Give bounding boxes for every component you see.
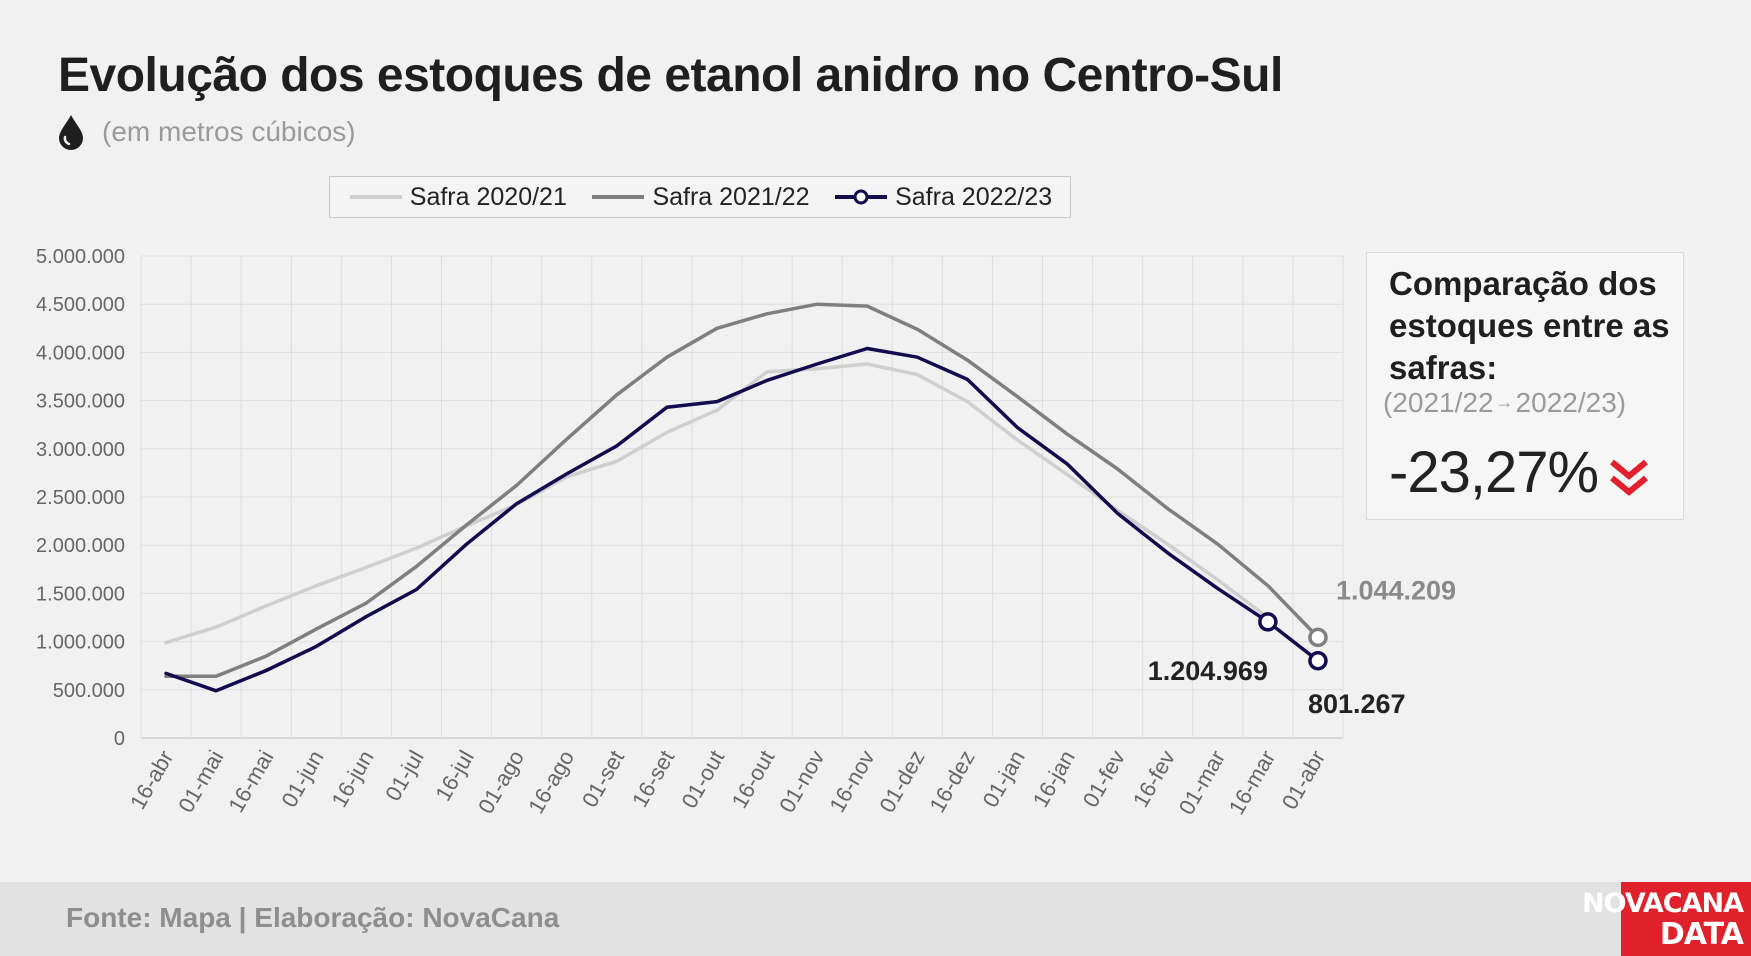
y-tick-label: 5.000.000 [36,246,125,268]
x-tick-label: 16-mai [223,746,278,817]
series-line [164,346,1320,693]
legend-item-2020-21: Safra 2020/21 [348,183,567,212]
legend-item-2022-23: Safra 2022/23 [833,183,1052,212]
brand-line2: DATA [1659,917,1744,952]
x-tick-label: 01-mai [173,746,228,817]
x-tick-label: 01-fev [1078,746,1130,811]
source-text: Fonte: Mapa | Elaboração: NovaCana [66,902,560,933]
brand-line1: NOVACANA [1582,888,1744,919]
comparison-value-row: -23,27% [1389,439,1650,506]
legend-swatch-2020-21 [349,195,402,199]
legend-label: Safra 2020/21 [409,182,567,211]
comparison-title: Comparação dos estoques entre as safras: [1389,265,1670,386]
x-tick-label: 16-jan [1028,746,1080,811]
footer: Fonte: Mapa | Elaboração: NovaCana [0,882,1751,956]
x-tick-label: 16-out [727,746,780,813]
y-tick-label: 3.500.000 [36,391,125,413]
data-point-marker [1308,651,1328,671]
period-to: 2022/23) [1515,387,1627,418]
x-tick-label: 16-jun [326,746,378,811]
series-line [164,362,1270,645]
legend-swatch-2022-23 [835,189,888,205]
period-from: (2021/22 [1383,387,1494,418]
comparison-value: -23,27% [1389,440,1599,505]
data-label: 1.044.209 [1336,575,1456,605]
y-tick-label: 0 [114,728,125,750]
x-tick-label: 16-fev [1128,746,1180,811]
legend-label: Safra 2021/22 [652,182,810,211]
y-tick-label: 2.000.000 [36,535,125,557]
comparison-period: (2021/22 →2022/23) [1383,387,1626,419]
legend-label: Safra 2022/23 [895,182,1053,211]
x-tick-label: 16-abr [125,746,178,814]
y-tick-label: 1.500.000 [36,583,125,605]
arrow-right-icon: → [1495,392,1514,412]
legend-item-2021-22: Safra 2021/22 [590,182,810,212]
y-tick-label: 500.000 [53,680,125,702]
x-tick-label: 16-nov [824,746,879,817]
y-tick-label: 2.500.000 [36,487,125,509]
x-tick-label: 01-ago [473,746,529,818]
x-tick-label: 01-nov [774,746,829,817]
data-label: 801.267 [1308,689,1406,719]
data-point-marker [1308,627,1328,648]
y-tick-label: 4.500.000 [36,294,125,316]
line-chart: 0 500.000 1.000.000 1.500.000 2.000.000 2.500… [36,246,1456,819]
y-tick-label: 1.000.000 [36,632,125,654]
y-tick-label: 3.000.000 [36,439,125,461]
x-tick-label: 01-abr [1277,746,1330,814]
series-line [164,302,1320,679]
x-tick-label: 16-set [627,746,679,811]
chart-legend: Safra 2020/21 Safra 2021/22 Safra 2022/2… [329,176,1071,218]
x-tick-label: 01-set [577,746,629,811]
drop-icon [59,115,83,150]
y-tick-label: 4.000.000 [36,342,125,364]
data-label: 1.204.969 [1148,656,1268,686]
chart-subtitle: (em metros cúbicos) [102,116,356,147]
x-tick-label: 16-ago [523,746,579,818]
chart-title: Evolução dos estoques de etanol anidro n… [58,49,1283,102]
x-tick-label: 01-jan [978,746,1030,811]
x-tick-label: 01-mar [1174,746,1230,819]
x-tick-label: 01-jul [380,746,429,805]
x-tick-label: 16-dez [924,746,979,817]
data-point-marker [1258,612,1278,632]
x-tick-label: 16-jul [430,746,479,805]
x-tick-label: 01-jun [276,746,328,811]
subtitle-row: (em metros cúbicos) [58,114,356,150]
x-tick-label: 01-out [676,746,729,813]
x-tick-label: 16-mar [1224,746,1280,819]
comparison-box: Comparação dos estoques entre as safras:… [1366,252,1684,520]
brand-logo: NOVACANA DATA [1582,882,1751,956]
double-chevron-down-icon [1610,459,1648,496]
x-tick-label: 01-dez [874,746,929,817]
legend-swatch-2021-22 [592,195,645,199]
